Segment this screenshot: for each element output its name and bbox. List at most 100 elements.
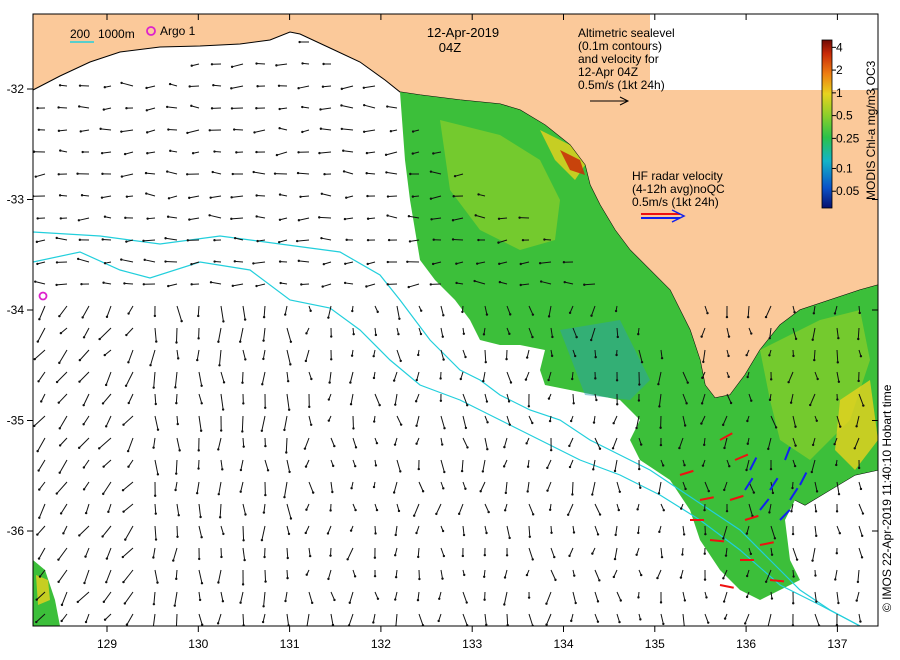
- current-arrow-head: [527, 596, 531, 599]
- current-arrow-head: [166, 170, 169, 173]
- current-arrow-head: [241, 583, 245, 586]
- current-arrow-head: [474, 214, 477, 217]
- current-arrow-head: [305, 332, 308, 335]
- current-arrow: [682, 591, 686, 601]
- current-arrow-head: [239, 340, 242, 343]
- current-arrow-head: [794, 337, 798, 341]
- current-arrow-head: [278, 193, 282, 196]
- current-arrow: [394, 591, 398, 600]
- current-arrow-head: [769, 378, 773, 381]
- current-arrow: [545, 591, 552, 604]
- current-arrow: [638, 349, 643, 363]
- current-arrow-head: [573, 574, 576, 577]
- current-arrow-head: [503, 603, 506, 606]
- current-arrow-head: [462, 332, 466, 335]
- current-arrow: [153, 437, 156, 448]
- current-arrow-head: [813, 358, 816, 362]
- current-arrow: [836, 525, 841, 534]
- current-arrow-head: [507, 400, 511, 403]
- current-arrow: [348, 613, 354, 626]
- current-arrow-head: [328, 381, 331, 384]
- current-arrow-head: [213, 239, 216, 242]
- current-arrow-head: [505, 357, 508, 361]
- current-arrow-head: [810, 470, 814, 474]
- current-arrow-head: [322, 262, 326, 266]
- current-arrow: [416, 415, 420, 426]
- current-arrow-head: [327, 419, 331, 422]
- current-arrow: [154, 459, 159, 475]
- current-arrow-head: [217, 448, 220, 451]
- current-arrow-head: [105, 557, 109, 560]
- current-arrow-head: [33, 424, 36, 428]
- current-arrow-head: [477, 238, 480, 242]
- current-arrow-head: [278, 127, 281, 130]
- current-arrow: [59, 437, 68, 446]
- current-arrow: [126, 327, 134, 336]
- current-arrow: [146, 172, 156, 175]
- current-arrow: [176, 415, 179, 425]
- current-arrow: [198, 525, 203, 538]
- current-arrow: [769, 327, 772, 339]
- current-arrow-head: [98, 447, 101, 450]
- current-arrow: [35, 173, 46, 178]
- current-arrow: [393, 371, 398, 381]
- current-arrow-head: [220, 555, 223, 559]
- current-arrow-head: [164, 260, 167, 263]
- current-arrow-head: [76, 600, 80, 604]
- current-arrow: [242, 613, 245, 626]
- hf-radar-arrow: [779, 509, 791, 521]
- current-arrow: [569, 547, 574, 557]
- current-arrow: [242, 503, 246, 515]
- current-arrow-head: [855, 425, 858, 428]
- current-arrow-head: [241, 430, 244, 433]
- current-arrow: [701, 327, 706, 337]
- current-arrow-head: [373, 574, 377, 578]
- current-arrow: [616, 591, 622, 601]
- current-arrow-head: [216, 622, 220, 625]
- current-arrow-head: [230, 196, 233, 199]
- current-arrow-head: [199, 429, 203, 432]
- current-arrow: [836, 591, 839, 604]
- current-arrow-head: [386, 195, 390, 198]
- current-arrow: [198, 503, 202, 518]
- current-arrow: [836, 415, 841, 427]
- current-arrow-head: [260, 429, 264, 432]
- altimetry-line-4: 12-Apr 04Z: [578, 65, 638, 79]
- current-arrow-head: [592, 468, 595, 471]
- current-arrow: [261, 525, 266, 541]
- current-arrow-head: [764, 580, 768, 583]
- current-arrow-head: [100, 151, 104, 155]
- current-arrow: [261, 371, 266, 385]
- current-arrow-head: [233, 260, 237, 263]
- current-arrow: [320, 128, 332, 131]
- current-arrow: [462, 393, 468, 406]
- current-arrow-head: [174, 386, 177, 389]
- current-arrow: [264, 459, 269, 471]
- current-arrow-head: [35, 620, 38, 624]
- hf-radar-arrow: [789, 487, 799, 501]
- argo-float-marker[interactable]: [38, 291, 48, 301]
- current-arrow-head: [745, 468, 748, 472]
- current-arrow-head: [326, 532, 330, 535]
- current-arrow: [298, 85, 310, 89]
- current-arrow-head: [36, 340, 40, 343]
- current-arrow: [198, 613, 203, 625]
- current-arrow-head: [508, 536, 511, 540]
- current-arrow-head: [706, 311, 709, 315]
- current-arrow-head: [127, 361, 130, 364]
- current-arrow-head: [568, 465, 572, 469]
- current-arrow: [767, 437, 772, 450]
- current-arrow-head: [304, 359, 308, 363]
- current-arrow-head: [862, 404, 865, 407]
- current-arrow: [147, 217, 156, 220]
- current-arrow: [440, 327, 444, 337]
- current-arrow-head: [372, 354, 375, 358]
- current-arrow: [475, 214, 486, 219]
- current-arrow: [765, 305, 772, 318]
- current-arrow: [58, 106, 68, 109]
- current-arrow-head: [78, 358, 82, 362]
- colorbar-tick-label: 0.5: [836, 109, 853, 123]
- current-arrow-head: [153, 314, 157, 318]
- current-arrow-head: [640, 360, 644, 364]
- current-arrow: [520, 261, 530, 265]
